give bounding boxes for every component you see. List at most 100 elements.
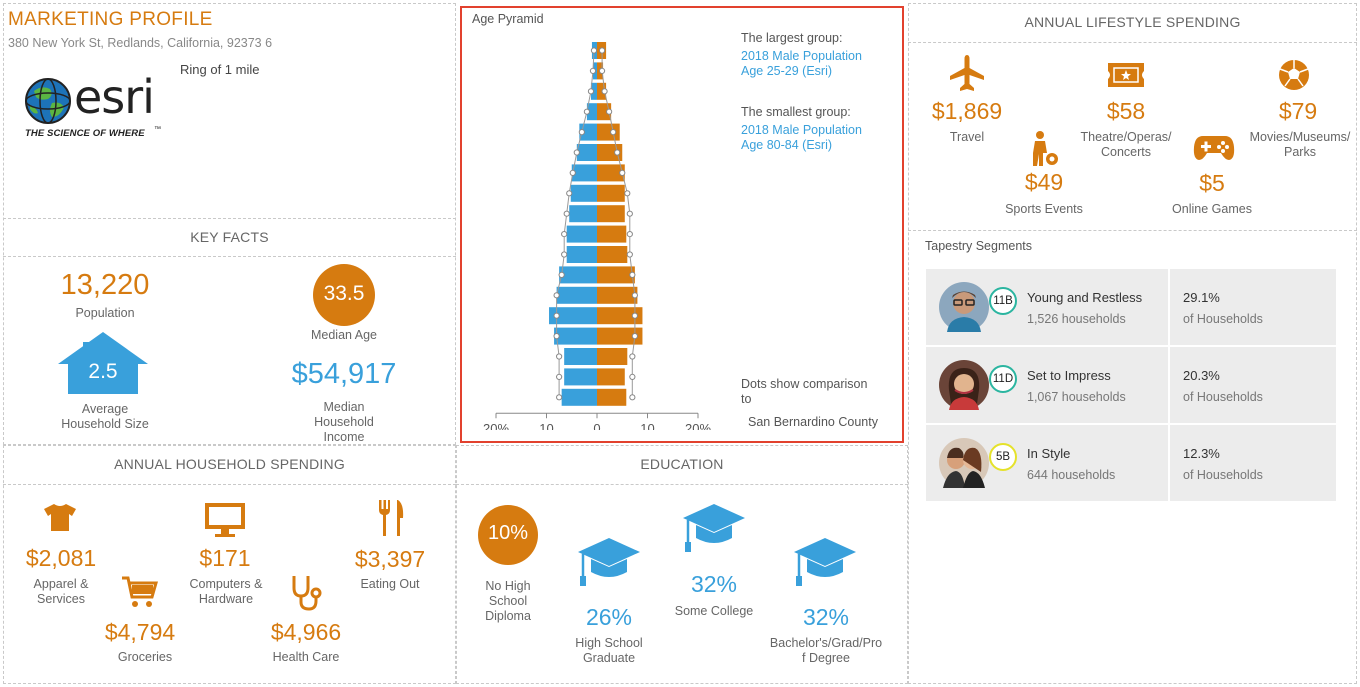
airplane-icon (950, 55, 984, 91)
female-bar (597, 184, 625, 202)
no-high-school-badge (478, 505, 538, 565)
esri-logo: esri THE SCIENCE OF WHERE ™ (24, 70, 169, 144)
tapestry-header: Tapestry Segments (925, 239, 1032, 253)
male-bar (571, 164, 597, 182)
household-spending-header: ANNUAL HOUSEHOLD SPENDING (114, 456, 345, 472)
divider (3, 256, 456, 257)
smallest-group-line-2[interactable]: Age 80-84 (Esri) (741, 138, 833, 152)
sports-value: $49 (1024, 169, 1064, 195)
county-male-dot (563, 210, 570, 217)
age-pyramid-panel[interactable] (460, 6, 904, 443)
logo-trademark: ™ (154, 126, 161, 133)
bachelor-label-1: Bachelor's/Grad/Pro (769, 636, 883, 650)
female-bar (597, 246, 628, 263)
some-college-value: 32% (690, 571, 738, 597)
stethoscope-icon (292, 576, 322, 611)
county-male-dot (556, 373, 563, 380)
fork-knife-icon (379, 500, 404, 536)
male-bar (586, 103, 597, 121)
male-bar (566, 225, 597, 243)
soccer-ball-icon (1279, 60, 1309, 90)
movies-label-2: Parks (1284, 145, 1316, 159)
segment-name: In Style (1027, 446, 1071, 461)
dots-note-line-3: San Bernardino County (748, 415, 878, 429)
county-female-dot (601, 88, 608, 95)
segment-name: Young and Restless (1027, 290, 1143, 305)
female-bar (597, 225, 627, 243)
household-size-label-2: Household Size (61, 417, 149, 431)
eating-value: $3,397 (354, 546, 426, 572)
segment-percent: 20.3% (1183, 368, 1220, 383)
x-axis-tick-label: 20% (483, 421, 509, 430)
tapestry-segment-row[interactable]: 11D Set to Impress 1,067 households 20.3… (926, 347, 1336, 423)
county-female-dot (629, 373, 636, 380)
graduation-cap-icon (683, 504, 745, 552)
county-female-dot (614, 149, 621, 156)
county-female-dot (626, 210, 633, 217)
cart-icon (122, 576, 158, 607)
tapestry-segment-row[interactable]: 5B In Style 644 households 12.3% of Hous… (926, 425, 1336, 501)
games-label: Online Games (1172, 202, 1252, 216)
median-age-value: 33.5 (323, 282, 365, 305)
pyramid-title: Age Pyramid (472, 12, 544, 26)
health-label: Health Care (272, 650, 340, 664)
female-bar (597, 266, 635, 284)
smallest-group-title: The smallest group: (741, 105, 851, 119)
graduation-cap-icon (794, 538, 856, 586)
age-pyramid-chart: 20% 10 0 10 20% (483, 42, 711, 430)
segment-code-badge: 5B (989, 443, 1017, 471)
county-male-dot (578, 129, 585, 136)
x-axis-tick-label: 0 (593, 421, 600, 430)
computers-label-1: Computers & (189, 577, 263, 591)
female-bar (597, 348, 628, 365)
no-high-school-label-2: School (488, 594, 528, 608)
segment-percent-label: of Households (1183, 390, 1263, 404)
male-bar (566, 246, 597, 263)
county-male-dot (573, 149, 580, 156)
county-female-line (601, 50, 636, 398)
largest-group-line-2[interactable]: Age 25-29 (Esri) (741, 64, 833, 78)
page-title: MARKETING PROFILE (8, 9, 213, 30)
county-male-dot (583, 108, 591, 115)
county-male-dot (553, 292, 560, 299)
segment-households: 1,067 households (1027, 390, 1126, 404)
female-bar (597, 286, 638, 304)
address: 380 New York St, Redlands, California, 9… (8, 36, 273, 50)
county-male-dot (561, 251, 568, 258)
tapestry-segment-row[interactable]: 11B Young and Restless 1,526 households … (926, 269, 1336, 345)
segment-divider (1168, 347, 1170, 423)
female-bar (597, 164, 625, 182)
median-income-label-2: Household (314, 415, 374, 429)
largest-group-title: The largest group: (741, 31, 843, 45)
county-male-dot (553, 312, 560, 319)
dots-note-line-2: to (741, 392, 752, 406)
county-female-dot (598, 47, 606, 54)
education-panel (456, 445, 908, 684)
ring-label: Ring of 1 mile (180, 62, 260, 77)
county-female-dot (610, 129, 617, 136)
male-bar (564, 348, 597, 365)
graduation-cap-icon (578, 538, 640, 586)
county-female-dot (626, 251, 633, 258)
county-female-dot (631, 312, 638, 319)
apparel-label-1: Apparel & (33, 577, 89, 591)
segment-avatar (939, 282, 989, 332)
health-value: $4,966 (270, 619, 342, 645)
county-female-dot (629, 271, 636, 278)
largest-group-line-1[interactable]: 2018 Male Population (741, 49, 862, 63)
segment-divider (1168, 269, 1170, 345)
median-income-label-1: Median (323, 400, 365, 414)
county-female-dot (626, 231, 633, 238)
population-label: Population (75, 306, 135, 320)
county-female-dot (598, 67, 606, 75)
smallest-group-line-1[interactable]: 2018 Male Population (741, 123, 862, 137)
groceries-value: $4,794 (104, 619, 176, 645)
county-female-dot (631, 292, 638, 299)
no-high-school-label-3: Diploma (485, 609, 531, 623)
apparel-value: $2,081 (25, 545, 97, 571)
x-axis-tick-label: 10 (640, 421, 654, 430)
bachelor-label-2: f Degree (802, 651, 850, 665)
apparel-label-2: Services (37, 592, 85, 606)
male-bar (556, 286, 597, 304)
county-female-dot (619, 169, 626, 176)
